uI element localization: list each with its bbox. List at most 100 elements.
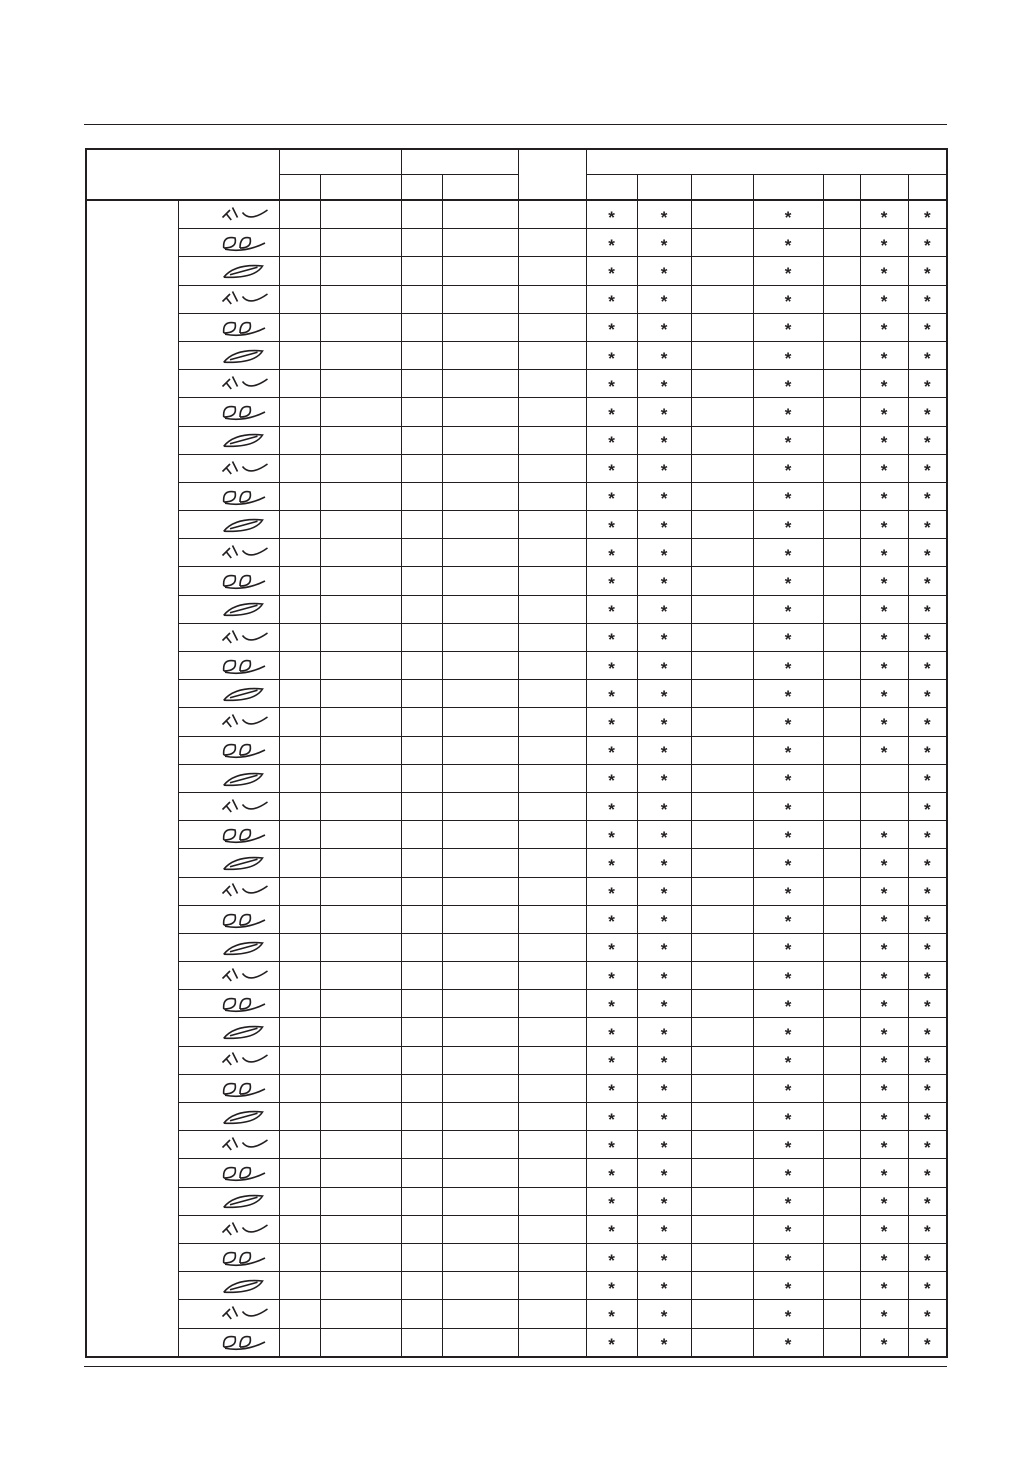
mark-cell: *: [636, 481, 692, 512]
asterisk-mark: *: [660, 968, 668, 988]
asterisk-mark: *: [923, 1025, 931, 1045]
empty-cell: [278, 199, 321, 230]
empty-cell: [319, 1214, 402, 1244]
mark-cell: *: [585, 425, 638, 455]
empty-cell: [319, 397, 402, 427]
asterisk-mark: *: [923, 1250, 931, 1270]
empty-cell: [517, 1242, 587, 1273]
asterisk-mark: *: [923, 630, 931, 650]
mark-cell: [690, 989, 754, 1019]
empty-cell: [441, 1327, 519, 1358]
empty-cell: [400, 735, 443, 765]
asterisk-mark: *: [784, 404, 792, 424]
mark-cell: [822, 735, 861, 765]
mark-cell: *: [859, 1073, 909, 1104]
mark-cell: [822, 594, 861, 624]
asterisk-mark: *: [660, 1053, 668, 1073]
mark-cell: *: [636, 566, 692, 596]
stitch-pattern-cell: [177, 1045, 280, 1075]
empty-cell: [278, 989, 321, 1019]
empty-cell: [517, 622, 587, 653]
empty-cell: [400, 763, 443, 793]
empty-cell: [517, 763, 587, 793]
mark-cell: *: [859, 566, 909, 596]
header-subcell: [752, 174, 824, 201]
table-row: * * * * *: [86, 622, 948, 653]
asterisk-mark: *: [784, 292, 792, 312]
asterisk-mark: *: [660, 1025, 668, 1045]
header-subcell: [822, 174, 861, 201]
mountain-stitch-icon: [222, 941, 264, 955]
mark-cell: [690, 340, 754, 371]
mark-cell: *: [636, 538, 692, 568]
mark-cell: *: [907, 284, 948, 314]
mark-cell: [822, 284, 861, 314]
asterisk-mark: *: [608, 827, 615, 847]
empty-cell: [278, 650, 321, 681]
mark-cell: *: [585, 763, 638, 793]
asterisk-mark: *: [784, 1250, 792, 1270]
mark-cell: *: [859, 820, 909, 850]
empty-cell: [319, 369, 402, 399]
flower-chain-stitch-icon: [222, 434, 264, 448]
mark-cell: *: [907, 791, 948, 822]
mark-cell: *: [636, 707, 692, 737]
asterisk-mark: *: [608, 1025, 615, 1045]
empty-cell: [441, 932, 519, 963]
mark-cell: [690, 848, 754, 878]
asterisk-mark: *: [923, 714, 931, 734]
asterisk-mark: *: [660, 940, 668, 960]
empty-cell: [319, 256, 402, 286]
asterisk-mark: *: [880, 320, 888, 340]
checker-pyramid-stitch-icon: [221, 1306, 268, 1320]
mark-cell: [822, 566, 861, 596]
mark-cell: *: [907, 820, 948, 850]
asterisk-mark: *: [880, 827, 888, 847]
mark-cell: [822, 510, 861, 540]
asterisk-mark: *: [784, 996, 792, 1016]
asterisk-mark: *: [608, 1222, 615, 1242]
mark-cell: [690, 679, 754, 709]
empty-cell: [400, 1101, 443, 1132]
mark-cell: *: [752, 989, 824, 1019]
empty-cell: [278, 481, 321, 512]
mark-cell: [822, 425, 861, 455]
mark-cell: *: [752, 453, 824, 483]
empty-cell: [400, 284, 443, 314]
asterisk-mark: *: [784, 517, 792, 537]
asterisk-mark: *: [608, 1306, 615, 1326]
empty-cell: [400, 679, 443, 709]
category-cell: [85, 199, 179, 1358]
mark-cell: [822, 538, 861, 568]
mark-cell: [822, 1327, 861, 1358]
mark-cell: [822, 1299, 861, 1329]
rose-vine-stitch-icon: [222, 575, 265, 590]
mark-cell: *: [636, 425, 692, 455]
header-subcell: [585, 174, 638, 201]
empty-cell: [319, 1017, 402, 1047]
empty-cell: [517, 1214, 587, 1244]
stitch-pattern-cell: [177, 1242, 280, 1273]
stitch-pattern-cell: [177, 622, 280, 653]
mark-cell: *: [752, 1045, 824, 1075]
berry-vine-stitch-icon: [222, 518, 264, 533]
empty-cell: [517, 425, 587, 455]
mark-cell: *: [636, 510, 692, 540]
mark-cell: *: [636, 679, 692, 709]
empty-cell: [278, 679, 321, 709]
mark-cell: *: [752, 228, 824, 258]
header-cell-group-c: [585, 148, 948, 175]
header-subcell: [278, 174, 321, 201]
empty-cell: [400, 1045, 443, 1075]
asterisk-mark: *: [784, 1109, 792, 1129]
empty-cell: [400, 510, 443, 540]
table-row: * * * * *: [86, 876, 948, 906]
asterisk-mark: *: [660, 630, 668, 650]
table-row: * * * * *: [86, 1214, 948, 1244]
empty-cell: [517, 932, 587, 963]
table-row: * * * * *: [86, 425, 948, 455]
mark-cell: *: [907, 481, 948, 512]
mark-cell: *: [907, 1017, 948, 1047]
asterisk-mark: *: [660, 207, 668, 227]
empty-cell: [319, 1186, 402, 1216]
